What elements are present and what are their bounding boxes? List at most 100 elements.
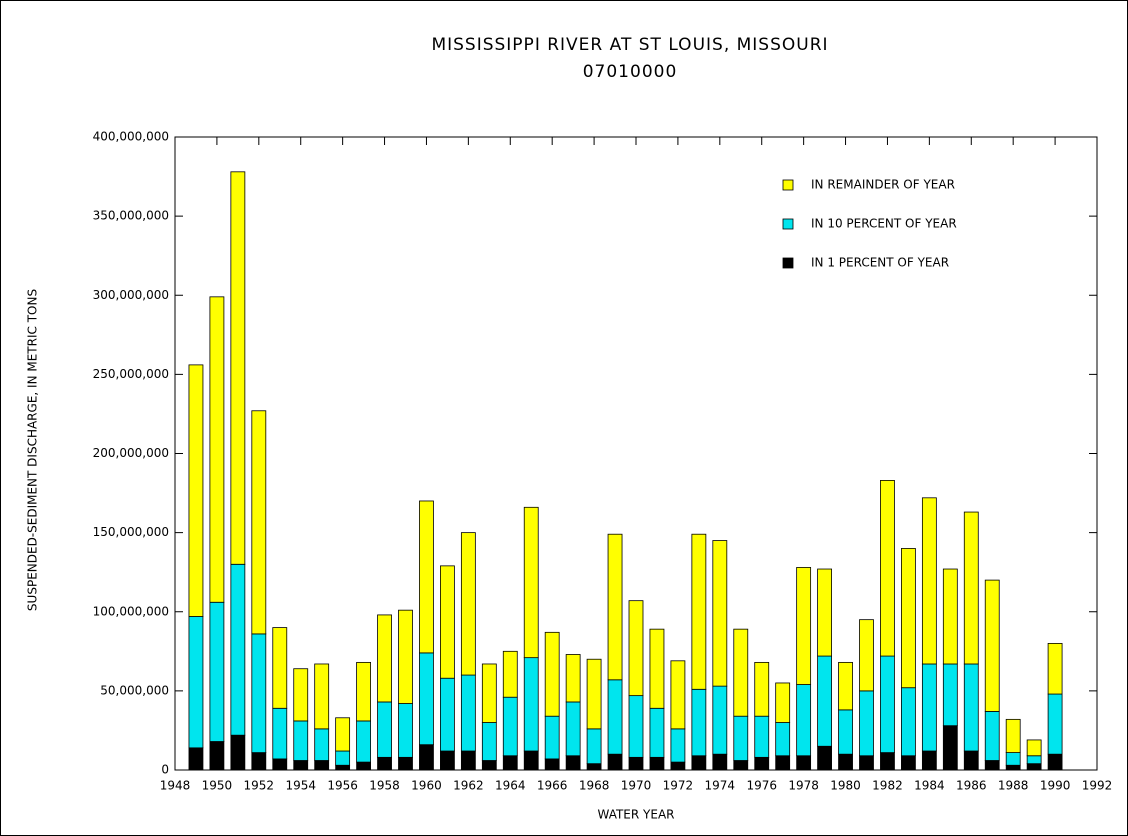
- bar-segment: [754, 661, 770, 717]
- bar-segment: [544, 715, 560, 760]
- bar-segment: [628, 695, 644, 758]
- x-tick-label: 1980: [830, 779, 861, 793]
- bar-segment: [733, 760, 749, 771]
- bar-segment: [230, 171, 246, 565]
- bar-segment: [209, 601, 225, 742]
- legend-label: IN 1 PERCENT OF YEAR: [811, 256, 949, 270]
- bar-segment: [796, 684, 812, 757]
- bar-segment: [733, 628, 749, 717]
- bar-segment: [1047, 753, 1063, 771]
- bar-segment: [859, 690, 874, 757]
- bar-segment: [440, 750, 455, 771]
- bar-segment: [1026, 739, 1042, 757]
- y-tick-label: 250,000,000: [93, 367, 169, 381]
- bar-segment: [335, 750, 351, 766]
- bar-segment: [502, 650, 518, 698]
- x-tick-label: 1988: [998, 779, 1029, 793]
- bar-segment: [230, 563, 246, 736]
- bar-segment: [377, 701, 392, 758]
- bar-segment: [921, 663, 937, 752]
- y-tick-label: 150,000,000: [93, 525, 169, 539]
- legend-swatch: [782, 218, 794, 230]
- bar-segment: [188, 364, 204, 617]
- x-tick-label: 1990: [1040, 779, 1071, 793]
- bar-segment: [775, 682, 791, 723]
- x-tick-label: 1976: [746, 779, 777, 793]
- bar-segment: [314, 760, 330, 771]
- x-tick-label: 1966: [537, 779, 568, 793]
- bar-segment: [607, 679, 623, 755]
- bar-segment: [1026, 755, 1042, 765]
- y-tick-label: 100,000,000: [93, 604, 169, 618]
- chart-title: MISSISSIPPI RIVER AT ST LOUIS, MISSOURI: [431, 35, 828, 55]
- bar-segment: [963, 663, 979, 752]
- bar-segment: [565, 755, 581, 771]
- bar-segment: [440, 677, 455, 752]
- bar-segment: [921, 750, 937, 771]
- y-tick-label: 200,000,000: [93, 446, 169, 460]
- x-tick-label: 1982: [872, 779, 903, 793]
- bar-segment: [419, 500, 434, 654]
- bar-segment: [272, 707, 288, 760]
- x-tick-label: 1970: [621, 779, 652, 793]
- bar-segment: [356, 661, 371, 722]
- bar-segment: [502, 755, 518, 771]
- bar-segment: [440, 565, 455, 679]
- bar-segment: [880, 655, 895, 753]
- bar-segment: [523, 750, 539, 771]
- bar-segment: [544, 758, 560, 771]
- bar-segment: [691, 755, 707, 771]
- bar-segment: [628, 600, 644, 697]
- bar-segment: [356, 761, 371, 771]
- bar-segment: [335, 717, 351, 752]
- bar-segment: [251, 633, 267, 753]
- bar-segment: [649, 707, 665, 758]
- bar-segment: [209, 741, 225, 771]
- bar-segment: [251, 410, 267, 635]
- x-tick-label: 1962: [453, 779, 484, 793]
- bar-segment: [419, 652, 434, 746]
- bar-segment: [460, 750, 476, 771]
- bar-segment: [796, 755, 812, 771]
- legend-swatch: [782, 179, 794, 191]
- bar-segment: [481, 663, 497, 723]
- x-tick-label: 1952: [244, 779, 275, 793]
- bar-segment: [691, 688, 707, 757]
- bar-segment: [838, 709, 853, 755]
- bar-segment: [502, 696, 518, 757]
- bar-segment: [607, 753, 623, 771]
- bar-segment: [481, 722, 497, 761]
- bar-segment: [1047, 693, 1063, 755]
- bar-segment: [565, 654, 581, 703]
- bar-segment: [963, 750, 979, 771]
- bar-segment: [942, 568, 958, 665]
- bar-segment: [817, 655, 832, 747]
- bar-segment: [188, 747, 204, 771]
- x-tick-label: 1950: [202, 779, 233, 793]
- bar-segment: [712, 685, 728, 755]
- bar-segment: [460, 674, 476, 752]
- bar-segment: [607, 533, 623, 681]
- bar-segment: [314, 728, 330, 761]
- bar-segment: [775, 755, 791, 771]
- x-tick-label: 1978: [788, 779, 819, 793]
- bar-segment: [880, 480, 895, 657]
- bar-segment: [1026, 763, 1042, 771]
- bar-segment: [984, 579, 1000, 712]
- bar-segment: [712, 540, 728, 687]
- bar-segment: [209, 296, 225, 603]
- bar-segment: [901, 755, 916, 771]
- y-tick-label: 400,000,000: [93, 130, 169, 144]
- x-tick-label: 1956: [327, 779, 358, 793]
- bar-segment: [880, 752, 895, 771]
- bar-segment: [293, 760, 309, 771]
- bar-segment: [481, 760, 497, 771]
- bar-segment: [398, 703, 413, 758]
- y-tick-label: 300,000,000: [93, 288, 169, 302]
- bar-segment: [1047, 643, 1063, 695]
- bar-segment: [921, 497, 937, 665]
- bar-segment: [335, 764, 351, 771]
- bar-segment: [293, 720, 309, 761]
